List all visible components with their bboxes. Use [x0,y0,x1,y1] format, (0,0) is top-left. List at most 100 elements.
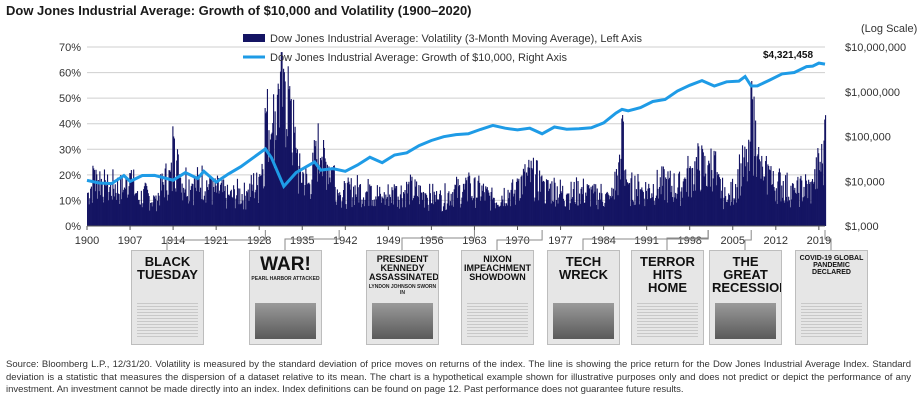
volatility-bar [791,183,794,226]
volatility-bar [347,177,349,226]
volatility-bar [180,192,182,226]
newspaper-headline: NIXON IMPEACHMENT SHOWDOWN [464,254,531,282]
volatility-bar [557,203,559,226]
volatility-bar [565,194,568,226]
volatility-bar [146,186,148,226]
volatility-bar [216,175,219,226]
volatility-bar [720,198,722,226]
volatility-bar [419,204,421,226]
volatility-bar [719,178,721,226]
volatility-bar [709,186,711,226]
newspaper-8: COVID-19 GLOBAL PANDEMIC DECLARED [795,250,868,345]
volatility-bar [266,111,268,226]
volatility-bar [517,180,519,226]
volatility-bar [313,140,315,226]
volatility-bar [111,199,113,226]
volatility-bar [678,171,681,226]
volatility-bar [298,165,300,226]
volatility-bar [201,165,203,226]
volatility-bar [285,147,287,226]
volatility-bar [616,175,618,226]
volatility-bar [509,206,511,226]
volatility-bar [140,190,142,226]
volatility-bar [712,178,714,226]
volatility-bar [615,169,618,226]
volatility-bar [572,189,574,226]
volatility-bar [522,194,524,226]
volatility-bar [458,186,460,226]
volatility-bar [434,194,436,226]
volatility-bar [541,175,543,226]
volatility-bar [279,71,282,226]
volatility-bar [127,194,129,226]
volatility-bar [268,130,270,226]
volatility-bar [627,182,629,226]
volatility-bar [128,186,130,226]
volatility-bar [439,190,441,226]
volatility-bar [283,72,285,227]
volatility-bar [224,186,226,226]
volatility-bar [253,198,255,226]
volatility-bar [90,188,92,226]
x-tick-label: 1942 [333,235,357,247]
volatility-bar [319,173,321,226]
volatility-bar [385,194,387,226]
volatility-bar [266,89,269,226]
volatility-bar [100,195,102,226]
volatility-bar [498,206,500,226]
volatility-bar [608,199,611,226]
volatility-bar [793,190,795,226]
volatility-bar [226,208,228,226]
volatility-bar [123,187,126,226]
volatility-bar [635,189,638,226]
volatility-bar [563,200,565,226]
volatility-bar [534,197,536,226]
volatility-bar [727,199,729,226]
volatility-bar [781,185,783,226]
volatility-bar [731,178,734,226]
volatility-bar [545,203,547,226]
source-footnote: Source: Bloomberg L.P., 12/31/20. Volati… [6,359,911,395]
volatility-bar [774,190,776,226]
volatility-bar [192,184,194,226]
volatility-bar [776,203,778,226]
volatility-bar [450,193,452,226]
volatility-bar [95,169,97,226]
volatility-bar [161,173,163,226]
volatility-bar [427,204,429,226]
volatility-bar [306,173,308,226]
volatility-bar [575,203,577,226]
volatility-bar [103,169,106,226]
newspaper-6: TERROR HITS HOME [631,250,704,345]
volatility-bar [436,191,438,226]
volatility-bar [296,153,298,226]
volatility-bar [748,171,751,226]
volatility-bar [605,194,607,226]
volatility-bar [588,184,590,226]
volatility-bar [655,195,657,226]
volatility-bar [219,190,221,226]
volatility-bar [408,181,410,226]
volatility-bar [382,197,384,226]
volatility-bar [622,115,624,226]
volatility-bar [496,204,498,226]
volatility-bar [333,166,335,226]
volatility-bar [677,187,679,226]
volatility-bar [122,192,124,226]
volatility-bar [564,206,566,226]
volatility-bar [459,207,461,226]
volatility-bar [295,147,297,226]
volatility-bar [187,203,189,226]
volatility-bar [713,150,715,226]
volatility-bar [689,166,691,226]
volatility-bar [276,94,278,227]
x-tick-label: 1907 [118,235,142,247]
newspaper-image [715,303,776,339]
volatility-bar [805,174,807,226]
volatility-bar [359,184,362,226]
end-value-label: $4,321,458 [763,50,813,61]
volatility-bar [753,96,755,226]
volatility-bar [718,177,721,226]
volatility-bar [409,204,411,226]
volatility-bar [328,166,330,226]
